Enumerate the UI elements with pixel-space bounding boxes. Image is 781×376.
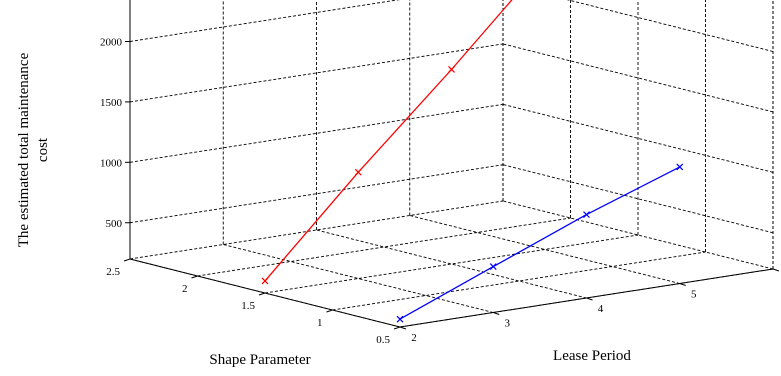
- z-axis-label-line2: cost: [35, 137, 51, 162]
- x-tick-mark: [493, 312, 500, 315]
- x-tick-label: 5: [691, 289, 697, 301]
- z-tick-label: 500: [106, 218, 123, 230]
- x-tick-mark: [399, 326, 407, 330]
- y-tick-mark: [326, 309, 333, 313]
- series-line-1: [399, 166, 681, 320]
- floor-grid-y: [129, 200, 504, 260]
- series-point-0: [354, 168, 362, 176]
- series-point-1: [489, 263, 497, 271]
- floor-grid-x: [502, 200, 774, 270]
- axis-layer: [129, 0, 774, 328]
- series-point-1: [396, 315, 404, 323]
- floor-grid-x: [409, 215, 680, 284]
- x-tick-mark: [586, 297, 593, 301]
- z-tick-label: 1000: [100, 157, 123, 169]
- y-tick-mark: [393, 326, 401, 330]
- back-wall-grid-z: [129, 164, 504, 224]
- series-line-0: [264, 0, 513, 282]
- x-tick-label: 4: [598, 303, 604, 315]
- back-wall-grid-z: [129, 0, 400, 42]
- floor-grid-x: [316, 229, 587, 299]
- tick-layer: 234560.511.522.55001000150020002500: [100, 37, 780, 346]
- right-wall-grid-z: [502, 43, 774, 113]
- y-axis-label: Shape Parameter: [209, 352, 310, 368]
- grid-layer: [129, 0, 774, 328]
- series-point-0: [448, 66, 455, 73]
- x-tick-mark: [679, 283, 686, 286]
- series-point-0: [261, 277, 269, 285]
- x-tick-mark: [772, 268, 780, 272]
- floor-grid-y: [264, 234, 639, 294]
- floor-grid-y: [332, 251, 706, 311]
- y-tick-mark: [123, 258, 131, 262]
- back-wall-grid-z: [129, 103, 504, 163]
- back-wall-grid-z: [129, 43, 504, 103]
- x-tick-label: 3: [505, 318, 511, 330]
- x-tick-label: 2: [411, 332, 417, 344]
- floor-grid-y: [197, 217, 571, 277]
- y-tick-label: 2: [182, 283, 188, 295]
- z-axis-label-line1: The estimated total maintenance: [16, 52, 32, 247]
- y-tick-mark: [191, 275, 198, 279]
- series-layer: [261, 0, 684, 323]
- right-wall-grid-z: [566, 0, 774, 52]
- right-wall-grid-z: [502, 103, 774, 173]
- y-tick-label: 0.5: [376, 334, 390, 346]
- y-tick-label: 1.5: [241, 300, 255, 312]
- floor-grid-x: [223, 244, 494, 313]
- y-tick-label: 1: [317, 317, 323, 329]
- series-point-1: [676, 163, 684, 171]
- right-wall-grid-z: [502, 164, 774, 234]
- y-tick-mark: [258, 292, 266, 296]
- z-tick-label: 2000: [100, 37, 123, 49]
- x-axis-label: Lease Period: [553, 348, 631, 364]
- series-point-1: [583, 211, 590, 219]
- z-tick-label: 1500: [100, 97, 123, 109]
- y-tick-label: 2.5: [106, 266, 120, 278]
